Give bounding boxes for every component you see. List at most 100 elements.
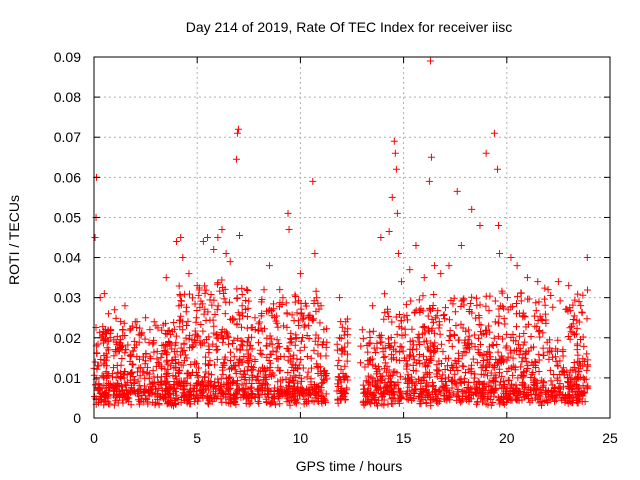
data-point xyxy=(150,318,158,326)
data-point xyxy=(286,335,294,343)
data-point xyxy=(430,329,438,337)
data-point xyxy=(163,349,171,357)
data-point xyxy=(232,390,240,398)
data-point xyxy=(307,364,315,372)
data-point xyxy=(486,349,494,357)
data-point xyxy=(292,335,300,343)
plot-frame xyxy=(93,56,611,419)
data-point xyxy=(483,372,491,380)
data-point xyxy=(406,338,414,346)
data-point xyxy=(175,370,183,378)
data-point xyxy=(484,393,492,401)
data-point xyxy=(312,287,320,295)
data-point xyxy=(142,394,150,402)
data-point xyxy=(253,372,261,380)
data-point xyxy=(527,390,535,398)
data-point xyxy=(192,314,200,322)
data-point xyxy=(267,335,275,343)
data-point xyxy=(424,312,432,320)
data-point xyxy=(223,384,231,392)
data-point xyxy=(465,307,473,315)
data-point xyxy=(172,339,180,347)
data-point xyxy=(112,397,120,405)
data-point xyxy=(579,333,587,341)
data-point-outlier xyxy=(233,129,241,137)
data-point xyxy=(511,366,519,374)
data-point xyxy=(193,332,201,340)
data-point xyxy=(514,292,522,300)
data-point xyxy=(274,378,282,386)
data-point xyxy=(377,331,385,339)
data-point xyxy=(471,389,479,397)
data-point xyxy=(219,290,227,298)
data-point xyxy=(261,381,269,389)
data-point xyxy=(217,395,225,403)
data-point xyxy=(244,385,252,393)
data-point xyxy=(375,366,383,374)
data-point xyxy=(546,396,554,404)
data-point xyxy=(498,355,506,363)
data-point xyxy=(555,384,563,392)
data-point xyxy=(244,338,252,346)
data-point xyxy=(217,375,225,383)
data-point xyxy=(301,395,309,403)
data-point-outlier xyxy=(342,318,350,326)
data-point xyxy=(165,390,173,398)
data-point-outlier xyxy=(534,278,542,286)
data-point xyxy=(517,289,525,297)
data-point xyxy=(540,379,548,387)
data-point xyxy=(537,315,545,323)
data-point xyxy=(230,353,238,361)
data-point xyxy=(193,371,201,379)
data-point xyxy=(518,358,526,366)
data-point xyxy=(310,346,318,354)
data-point xyxy=(158,364,166,372)
data-point xyxy=(420,352,428,360)
data-point xyxy=(365,398,373,406)
data-point xyxy=(266,363,274,371)
data-point xyxy=(439,382,447,390)
data-point xyxy=(582,375,590,383)
data-point xyxy=(192,369,200,377)
data-point xyxy=(272,317,280,325)
data-point xyxy=(509,303,517,311)
data-point xyxy=(412,367,420,375)
data-point xyxy=(398,324,406,332)
data-point xyxy=(343,357,351,365)
data-point xyxy=(442,304,450,312)
data-point-outlier xyxy=(185,270,193,278)
data-point xyxy=(448,342,456,350)
data-point xyxy=(288,338,296,346)
data-point xyxy=(341,396,349,404)
data-point xyxy=(535,298,543,306)
data-point xyxy=(248,379,256,387)
data-point xyxy=(225,333,233,341)
data-point xyxy=(99,373,107,381)
data-point-outlier xyxy=(426,57,434,65)
data-point xyxy=(450,364,458,372)
data-point xyxy=(487,369,495,377)
data-point xyxy=(420,338,428,346)
data-point xyxy=(467,365,475,373)
data-point xyxy=(164,393,172,401)
data-point xyxy=(297,337,305,345)
data-point xyxy=(196,386,204,394)
data-point xyxy=(162,358,170,366)
data-point xyxy=(458,387,466,395)
data-point-outlier xyxy=(104,310,112,318)
data-point xyxy=(300,343,308,351)
data-point xyxy=(164,369,172,377)
data-point xyxy=(398,332,406,340)
data-point xyxy=(309,316,317,324)
data-point xyxy=(120,374,128,382)
data-point xyxy=(504,376,512,384)
data-point xyxy=(475,349,483,357)
data-point xyxy=(236,356,244,364)
data-point xyxy=(433,344,441,352)
data-point xyxy=(238,323,246,331)
y-tick-label: 0.04 xyxy=(54,250,81,266)
data-point xyxy=(195,291,203,299)
data-point xyxy=(318,379,326,387)
data-point xyxy=(304,368,312,376)
data-point xyxy=(486,353,494,361)
